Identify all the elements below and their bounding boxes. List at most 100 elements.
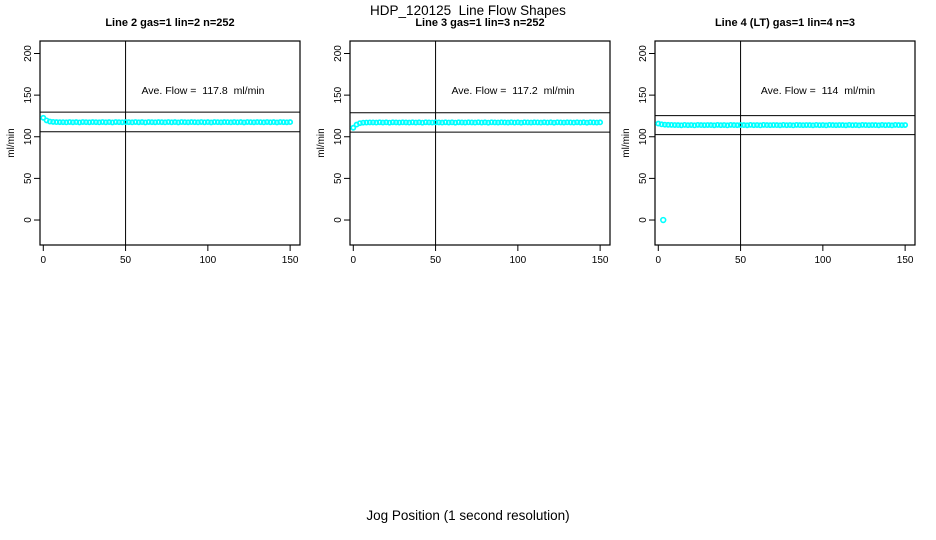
data-point bbox=[426, 119, 432, 126]
data-point bbox=[432, 119, 439, 126]
panel-line2: 0 50 100 150 0 50 100 150 200 Line 2 gas=1 lin=2… bbox=[0, 0, 312, 275]
data-point bbox=[518, 119, 525, 126]
data-point bbox=[786, 122, 793, 128]
data-point bbox=[171, 119, 178, 126]
data-point bbox=[528, 119, 534, 126]
data-point bbox=[46, 118, 53, 125]
data-point bbox=[363, 119, 370, 126]
y-tick-label: 200 bbox=[23, 45, 34, 62]
x-tick-label: 100 bbox=[510, 255, 527, 266]
data-point bbox=[675, 122, 681, 129]
data-point bbox=[584, 119, 590, 126]
data-point bbox=[181, 119, 188, 126]
data-point bbox=[148, 119, 155, 126]
data-point bbox=[694, 121, 701, 128]
data-point bbox=[139, 119, 145, 126]
data-point bbox=[498, 119, 505, 126]
x-tick-label: 50 bbox=[430, 255, 442, 266]
data-point bbox=[803, 122, 810, 128]
data-point bbox=[521, 119, 528, 126]
data-point bbox=[66, 119, 73, 125]
y-tick-label: 150 bbox=[333, 86, 344, 103]
data-point bbox=[465, 119, 472, 126]
data-point bbox=[244, 119, 251, 125]
data-point bbox=[485, 119, 492, 126]
plot-line4: 0 50 100 150 0 50 100 150 200 bbox=[638, 40, 916, 266]
data-point bbox=[283, 119, 290, 126]
data-point bbox=[287, 119, 294, 126]
data-point bbox=[188, 119, 195, 126]
plot-box bbox=[349, 40, 611, 246]
data-point bbox=[531, 119, 538, 126]
data-point bbox=[264, 119, 271, 125]
data-point bbox=[688, 122, 695, 128]
y-tick-label: 50 bbox=[333, 172, 344, 184]
data-point bbox=[701, 122, 708, 129]
data-point bbox=[366, 119, 373, 126]
panel-title-line3: Line 3 gas=1 lin=3 n=252 bbox=[415, 17, 545, 29]
y-tick-label: 100 bbox=[23, 128, 34, 145]
data-point bbox=[773, 122, 780, 129]
data-point bbox=[435, 119, 442, 126]
data-point bbox=[826, 121, 833, 128]
data-point bbox=[869, 122, 876, 128]
data-points bbox=[40, 114, 294, 126]
data-point bbox=[491, 119, 498, 126]
data-point bbox=[872, 122, 879, 129]
data-point bbox=[247, 119, 254, 126]
data-point bbox=[740, 122, 747, 129]
y-tick-label: 200 bbox=[333, 45, 344, 62]
data-point bbox=[386, 119, 393, 126]
data-point bbox=[714, 121, 721, 128]
data-point bbox=[833, 122, 839, 129]
data-point bbox=[534, 119, 541, 126]
x-tick-label: 0 bbox=[351, 255, 357, 266]
data-points bbox=[655, 120, 909, 224]
data-point bbox=[142, 119, 149, 126]
data-point bbox=[399, 119, 406, 126]
data-point bbox=[842, 122, 849, 129]
data-point bbox=[195, 119, 201, 126]
data-point bbox=[875, 122, 882, 129]
data-point bbox=[204, 119, 211, 126]
data-point bbox=[849, 122, 856, 129]
data-point bbox=[898, 122, 905, 129]
data-point bbox=[76, 119, 83, 126]
data-point bbox=[214, 119, 221, 126]
data-point bbox=[63, 119, 70, 126]
data-point bbox=[763, 122, 770, 129]
data-point bbox=[250, 119, 257, 126]
data-point bbox=[419, 119, 426, 126]
data-point bbox=[89, 119, 96, 126]
data-point bbox=[862, 122, 869, 129]
data-point bbox=[152, 119, 159, 126]
data-point bbox=[92, 119, 99, 126]
data-point bbox=[112, 119, 119, 125]
data-point bbox=[462, 119, 469, 126]
data-point bbox=[280, 119, 287, 126]
data-point bbox=[79, 119, 86, 125]
data-point bbox=[780, 121, 787, 128]
data-point bbox=[185, 119, 192, 126]
data-point bbox=[478, 119, 485, 126]
data-point bbox=[793, 121, 800, 128]
data-point bbox=[737, 122, 744, 128]
data-point bbox=[790, 122, 797, 129]
y-tick-label: 0 bbox=[638, 217, 649, 223]
data-point bbox=[813, 121, 820, 128]
data-point bbox=[237, 119, 244, 126]
data-point bbox=[224, 119, 231, 126]
x-tick-label: 100 bbox=[815, 255, 832, 266]
data-point bbox=[537, 119, 544, 126]
data-point bbox=[218, 119, 224, 126]
panel-line4: 0 50 100 150 0 50 100 150 200 Line 4 (LT) gas=1 … bbox=[615, 0, 927, 275]
data-point bbox=[208, 119, 215, 126]
data-point bbox=[135, 119, 142, 126]
data-point bbox=[551, 119, 558, 126]
data-point bbox=[481, 119, 488, 126]
panel-title-line4: Line 4 (LT) gas=1 lin=4 n=3 bbox=[714, 17, 856, 29]
data-point bbox=[83, 119, 90, 126]
data-point bbox=[541, 119, 548, 126]
data-point bbox=[671, 122, 678, 128]
